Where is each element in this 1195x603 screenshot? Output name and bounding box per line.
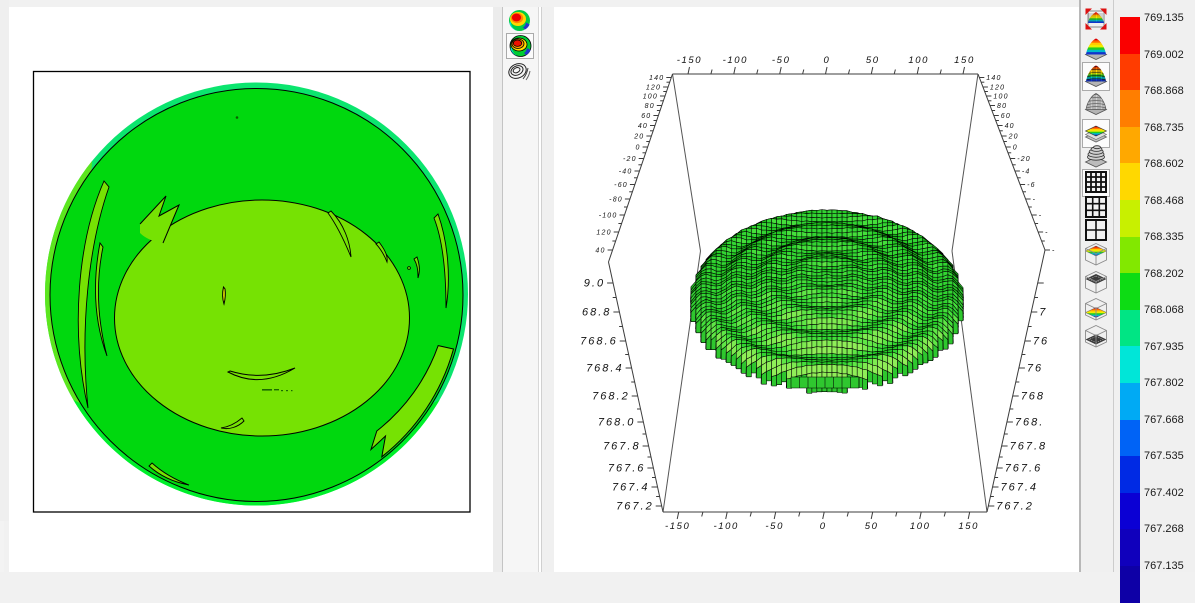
svg-text:60: 60 — [1001, 113, 1011, 120]
svg-text:140: 140 — [649, 75, 664, 82]
svg-text:50: 50 — [866, 55, 880, 66]
svg-text:768.2: 768.2 — [592, 391, 630, 403]
svg-text:-20: -20 — [1017, 156, 1031, 163]
svg-text:120: 120 — [990, 85, 1005, 92]
svg-text:150: 150 — [954, 55, 975, 66]
svg-text:68.8: 68.8 — [582, 307, 611, 319]
svg-text:768.4: 768.4 — [586, 363, 624, 375]
svg-text:-50: -50 — [765, 521, 784, 532]
svg-text:76: 76 — [1033, 336, 1049, 348]
svg-text:76: 76 — [1027, 363, 1043, 375]
svg-text:-80: -80 — [609, 197, 623, 204]
svg-text:100: 100 — [908, 55, 929, 66]
svg-text:-6: -6 — [1027, 182, 1036, 189]
svg-text:0: 0 — [1013, 145, 1018, 152]
svg-text:768: 768 — [1021, 391, 1045, 403]
svg-text:-20: -20 — [623, 156, 637, 163]
svg-text:0: 0 — [820, 521, 827, 532]
svg-text:100: 100 — [910, 521, 931, 532]
svg-text:80: 80 — [997, 103, 1007, 110]
svg-text:768.0: 768.0 — [598, 417, 636, 429]
svg-text:40: 40 — [1005, 123, 1015, 130]
svg-text:20: 20 — [1008, 134, 1019, 141]
svg-text:767.2: 767.2 — [616, 501, 654, 513]
svg-text:767.8: 767.8 — [603, 441, 641, 453]
svg-text:-100: -100 — [723, 55, 748, 66]
svg-text:-: - — [1039, 213, 1043, 220]
svg-text:120: 120 — [596, 230, 611, 237]
svg-text:60: 60 — [641, 113, 651, 120]
svg-text:767.4: 767.4 — [1001, 482, 1039, 494]
svg-text:-100: -100 — [713, 521, 738, 532]
svg-text:100: 100 — [993, 94, 1008, 101]
svg-text:-150: -150 — [665, 521, 690, 532]
svg-text:767.2: 767.2 — [996, 501, 1034, 513]
svg-text:140: 140 — [986, 75, 1001, 82]
svg-text:767.6: 767.6 — [608, 463, 646, 475]
svg-text:150: 150 — [958, 521, 979, 532]
svg-text:-100: -100 — [599, 213, 618, 220]
svg-text:80: 80 — [645, 103, 655, 110]
svg-text:768.: 768. — [1015, 417, 1044, 429]
svg-text:9.0: 9.0 — [584, 278, 605, 290]
svg-text:-40: -40 — [619, 169, 633, 176]
svg-text:20: 20 — [633, 134, 644, 141]
svg-text:-150: -150 — [677, 55, 702, 66]
svg-text:768.6: 768.6 — [580, 336, 618, 348]
svg-text:-: - — [1033, 197, 1037, 204]
svg-text:-: - — [1045, 230, 1049, 237]
svg-text:0: 0 — [636, 145, 641, 152]
svg-text:767.6: 767.6 — [1005, 463, 1043, 475]
svg-text:40: 40 — [638, 123, 648, 130]
svg-text:-50: -50 — [772, 55, 791, 66]
svg-text:-4: -4 — [1022, 169, 1031, 176]
svg-text:-: - — [1052, 248, 1056, 255]
svg-text:50: 50 — [865, 521, 879, 532]
svg-text:0: 0 — [824, 55, 831, 66]
svg-text:767.4: 767.4 — [612, 482, 650, 494]
svg-text:40: 40 — [595, 248, 605, 255]
svg-text:-60: -60 — [614, 182, 628, 189]
svg-text:100: 100 — [643, 94, 658, 101]
svg-text:767.8: 767.8 — [1010, 441, 1048, 453]
svg-text:120: 120 — [646, 85, 661, 92]
svg-text:7: 7 — [1039, 307, 1047, 319]
